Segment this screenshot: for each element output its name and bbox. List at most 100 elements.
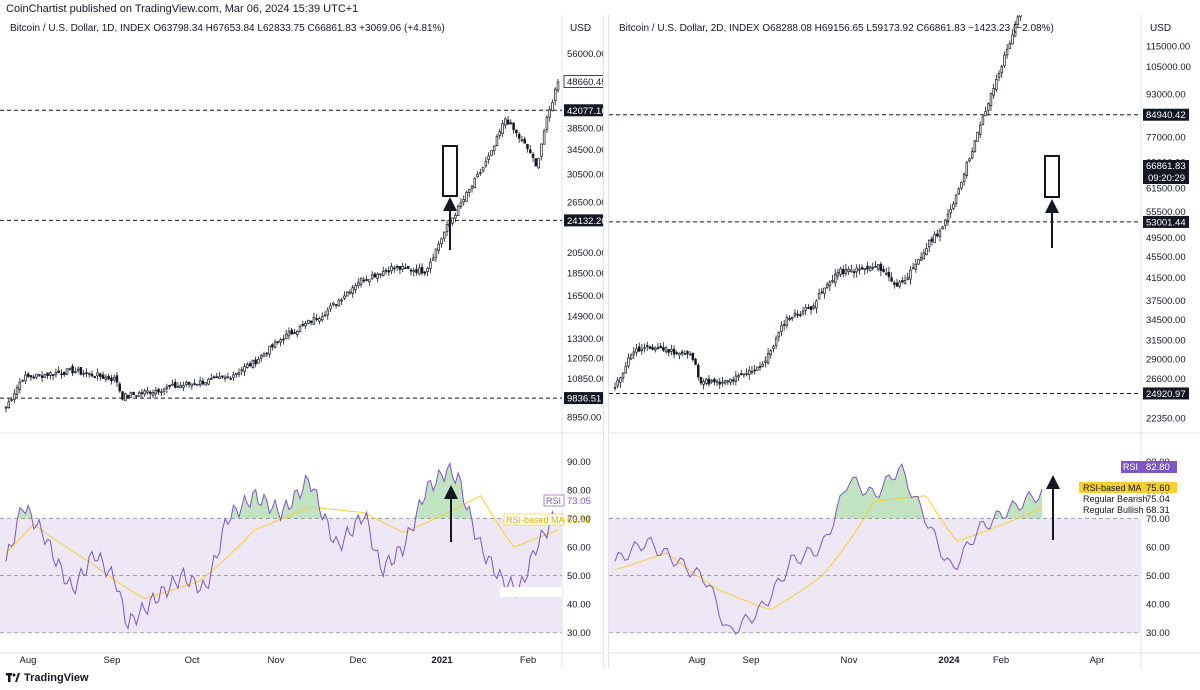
candle-body [672, 348, 676, 355]
candle-body [454, 214, 457, 219]
candle-body [917, 259, 920, 265]
candle-body [71, 366, 74, 374]
rsi-overbought-fill [875, 496, 880, 519]
candle-body [62, 371, 66, 375]
currency-label-left: USD [570, 23, 592, 34]
price-axis-label: 53001.44 [1146, 217, 1186, 228]
rsi-overbought-fill [286, 500, 289, 519]
rsi-overbought-fill [463, 502, 467, 519]
candle-body [329, 305, 332, 310]
candle-body [318, 318, 321, 322]
candle-body [107, 375, 110, 380]
price-axis-label: 56000.00 [567, 49, 603, 60]
candle-body [1005, 48, 1009, 56]
candle-body [104, 376, 108, 380]
candle-body [529, 149, 532, 153]
candle-body [82, 373, 85, 375]
candle-body [774, 337, 778, 347]
ma-value-bg [1141, 482, 1177, 493]
candle-body [15, 387, 19, 395]
candle-body [43, 374, 47, 378]
pane-divider[interactable] [603, 15, 609, 668]
candle-body [196, 383, 199, 386]
candle-body [688, 353, 692, 356]
x-axis-label: Aug [689, 655, 706, 666]
candle-body [664, 347, 668, 353]
candle-body [874, 265, 877, 268]
candle-body [766, 353, 770, 364]
candle-body [616, 379, 619, 387]
rsi-tag-bg [1121, 461, 1141, 473]
candle-body [409, 269, 413, 272]
candle-body [26, 373, 30, 377]
candle-body [492, 145, 496, 152]
candle-body [553, 88, 557, 102]
x-axis-label: Aug [20, 655, 37, 666]
candle-body [398, 266, 402, 270]
rsi-overbought-fill [252, 489, 256, 519]
candle-body [65, 368, 69, 375]
rsi-overbought-fill [911, 496, 915, 519]
candle-body [320, 316, 324, 321]
price-axis-label: 77000.00 [1146, 133, 1186, 144]
candle-body [850, 269, 853, 272]
candle-body [509, 122, 513, 125]
candle-body [351, 287, 354, 294]
candle-body [844, 268, 848, 274]
candle-body [210, 377, 213, 380]
ohlc-high-right: H69156.65 [814, 23, 864, 34]
candle-body [965, 161, 969, 176]
price-axis-label: 45500.00 [1146, 252, 1186, 263]
candle-body [301, 324, 305, 326]
candle-body [833, 273, 837, 283]
candle-body [863, 267, 866, 271]
candle-body [707, 378, 711, 385]
chart-svg-right[interactable]: 115000.00 105000.00 93000.00 84940.42 77000.… [609, 15, 1200, 668]
price-label-bg [1143, 387, 1189, 400]
candle-body [954, 194, 958, 204]
price-axis-label: 9836.51 [567, 394, 601, 405]
price-label-bg [564, 214, 603, 227]
chart-pane-left[interactable]: 56000.00 48660.45 42077.16 38500.00 34500.00… [0, 15, 603, 668]
candle-body [906, 277, 909, 280]
candle-body [49, 372, 52, 376]
ma-tag-value: 66.41 [567, 515, 591, 526]
candle-body [858, 268, 861, 271]
x-axis-label: Feb [993, 655, 1009, 666]
price-axis-label: 84940.42 [1146, 110, 1186, 121]
candle-body [276, 341, 280, 343]
candle-body [96, 372, 99, 377]
candle-body [290, 329, 293, 335]
candle-body [395, 266, 399, 268]
candle-body [440, 238, 443, 245]
candle-body [702, 381, 705, 385]
candle-body [185, 382, 188, 385]
candle-body [855, 267, 858, 273]
rsi-overbought-fill [255, 489, 259, 519]
candle-body [885, 272, 888, 275]
rsi-overbought-fill [1025, 491, 1029, 519]
chart-pane-right[interactable]: 115000.00 105000.00 93000.00 84940.42 77000.… [609, 15, 1200, 668]
price-axis-label: 18500.00 [567, 268, 603, 279]
x-axis-label: Dec [350, 655, 367, 666]
chart-svg-left[interactable]: 56000.00 48660.45 42077.16 38500.00 34500.00… [0, 15, 603, 668]
rsi-overbought-fill [1012, 500, 1016, 519]
candle-body [723, 380, 727, 384]
candle-body [368, 279, 371, 283]
candle-body [60, 373, 63, 376]
rsi-overbought-fill [19, 507, 23, 519]
candle-body [860, 267, 864, 270]
candle-body [697, 364, 700, 378]
candle-body [656, 347, 660, 350]
price-axis-label: 37500.00 [1146, 296, 1186, 307]
price-axis-label: 26500.00 [567, 197, 603, 208]
candle-body [812, 305, 815, 309]
candle-body [445, 224, 449, 232]
candle-body [362, 279, 366, 282]
candle-body [788, 318, 791, 320]
ma-tag-value: 75.60 [1146, 483, 1170, 494]
rsi-tag-value: 82.80 [1146, 462, 1170, 473]
candle-body [265, 352, 268, 355]
candle-body [737, 375, 740, 378]
candle-body [135, 395, 138, 397]
